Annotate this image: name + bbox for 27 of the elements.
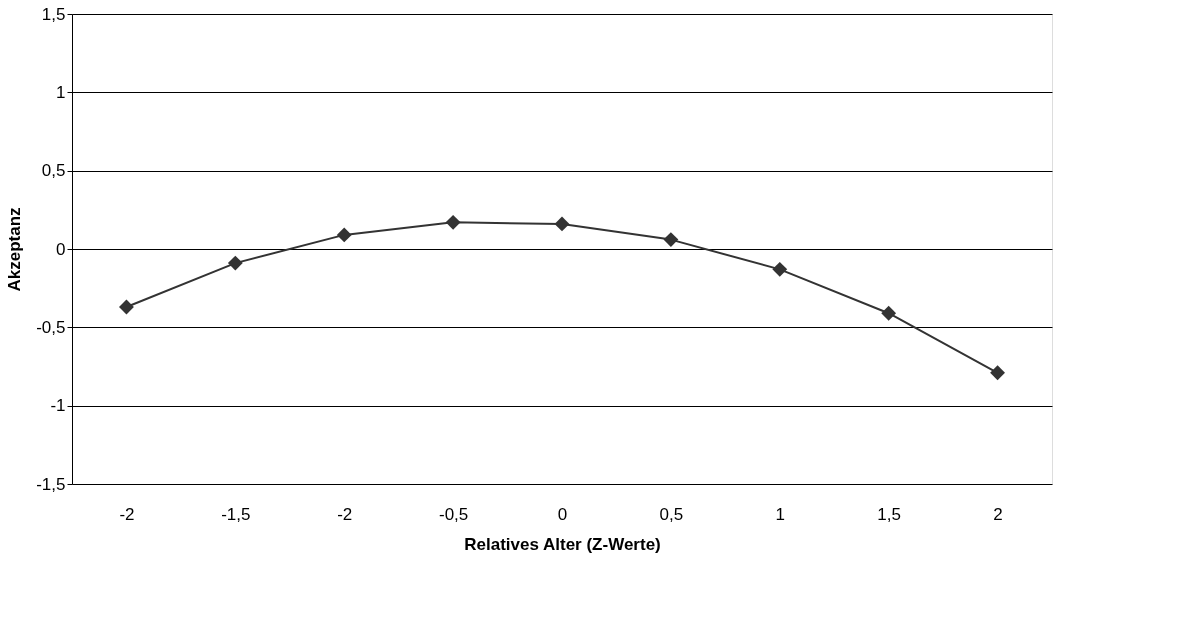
point	[881, 305, 897, 321]
y-tick-label: -1	[50, 396, 66, 416]
x-tick-label: 1,5	[877, 504, 901, 524]
x-tick-label: -0,5	[438, 504, 469, 524]
point	[663, 232, 679, 248]
x-tick-label: -1,5	[221, 504, 251, 524]
x-tick-label: 1	[775, 504, 786, 524]
x-tick-label: -2	[337, 504, 353, 524]
point	[227, 255, 243, 271]
y-tick-label: 0,5	[41, 161, 66, 181]
x-tick-label: 0,5	[659, 504, 684, 524]
point	[445, 214, 461, 230]
point	[554, 216, 570, 232]
x-tick-label: 0	[557, 504, 568, 524]
point	[772, 261, 788, 277]
y-tick-label: 1,5	[41, 4, 66, 24]
point	[990, 365, 1005, 381]
point	[119, 299, 134, 315]
x-axis-title: Relatives Alter (Z-Werte)	[464, 534, 661, 554]
point	[336, 227, 352, 243]
x-tick-label: -2	[119, 504, 135, 524]
y-tick-label: -1,5	[36, 474, 66, 494]
x-tick-label: 2	[993, 504, 1003, 524]
y-axis-title: Akzeptanz	[5, 207, 25, 292]
y-tick-label: 1	[56, 82, 66, 102]
y-tick-label: 0	[56, 239, 66, 259]
y-tick-label: -0,5	[36, 317, 66, 337]
